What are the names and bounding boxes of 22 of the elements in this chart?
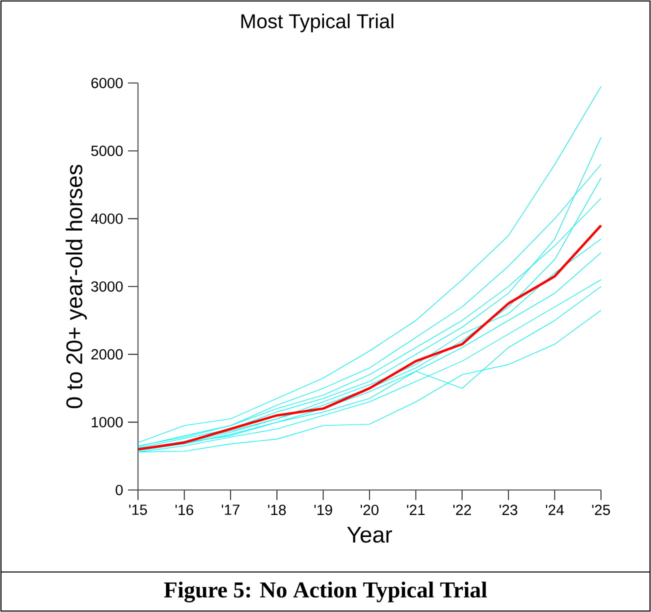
x-tick-label: '20 [360, 504, 378, 516]
x-axis-title: Year [347, 526, 392, 543]
x-tick-label: '24 [546, 504, 564, 515]
x-tick-label: '15 [129, 504, 147, 515]
x-tick-label: '19 [314, 504, 332, 516]
x-tick-label: '25 [592, 504, 610, 516]
y-tick-label: 5000 [91, 146, 123, 156]
y-axis-title: 0 to 20+ year-old horses [66, 164, 87, 408]
x-tick-label: '23 [500, 504, 518, 516]
x-tick-label: '17 [222, 504, 240, 515]
x-tick-label: '22 [453, 504, 471, 515]
y-tick-label: 0 [116, 484, 123, 496]
caption: Figure 5: No Action Typical Trial [164, 582, 487, 602]
x-tick-label: '21 [406, 504, 425, 515]
y-tick-label: 4000 [90, 213, 123, 224]
y-tick-label: 3000 [91, 281, 123, 292]
y-tick-label: 1000 [92, 416, 123, 428]
x-tick-label: '16 [175, 504, 194, 516]
chart-title: Most Typical Trial [241, 14, 394, 32]
y-tick-label: 6000 [91, 78, 123, 88]
y-tick-label: 2000 [91, 349, 123, 360]
x-tick-label: '18 [268, 504, 286, 516]
